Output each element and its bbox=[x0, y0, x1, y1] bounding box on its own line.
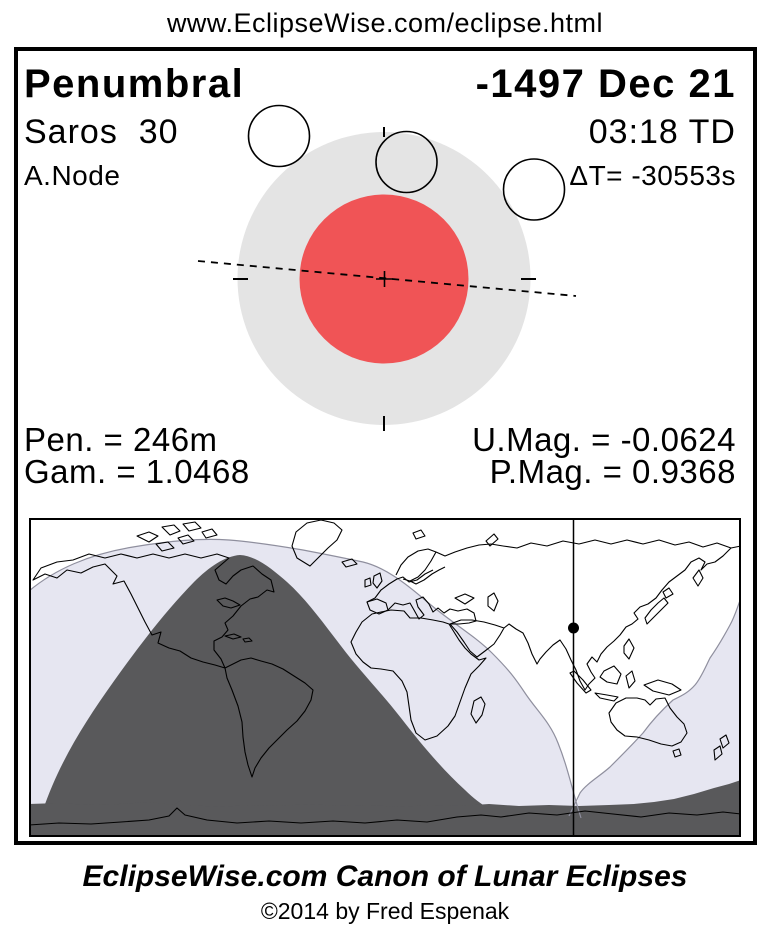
moon-contact4-circle bbox=[502, 158, 566, 221]
map-night-strip bbox=[29, 780, 741, 837]
cardinal-ticks bbox=[233, 127, 536, 431]
moon-greatest-circle bbox=[375, 130, 438, 194]
eclipse-type-label: Penumbral bbox=[24, 62, 245, 106]
stat-umbral-magnitude: U.Mag. = -0.0624 bbox=[472, 421, 736, 458]
stat-penumbral-magnitude: P.Mag. = 0.9368 bbox=[489, 453, 736, 490]
map-partial-region-east bbox=[576, 598, 741, 837]
saros-label: Saros 30 bbox=[24, 113, 179, 151]
map-border bbox=[29, 518, 741, 837]
moon-positions bbox=[247, 104, 566, 221]
shadow-center-cross bbox=[376, 271, 393, 287]
eclipse-diagram bbox=[197, 104, 577, 431]
coastlines bbox=[29, 519, 741, 826]
node-label: A.Node bbox=[24, 160, 121, 191]
moon-contact1-circle bbox=[247, 104, 311, 168]
stat-penumbral-duration: Pen. = 246m bbox=[24, 421, 218, 458]
visibility-map bbox=[29, 518, 741, 837]
footer-copyright: ©2014 by Fred Espenak bbox=[260, 898, 510, 924]
ecliptic-dashed-line bbox=[197, 260, 577, 297]
map-night-dome bbox=[43, 555, 491, 837]
date-label: -1497 Dec 21 bbox=[475, 62, 736, 106]
zenith-point bbox=[568, 622, 579, 634]
delta-t-label: ΔT= -30553s bbox=[569, 160, 736, 191]
footer-title: EclipseWise.com Canon of Lunar Eclipses bbox=[82, 860, 688, 893]
stat-gamma: Gam. = 1.0468 bbox=[24, 453, 250, 490]
page-url-text: www.EclipseWise.com/eclipse.html bbox=[166, 8, 604, 38]
time-label: 03:18 TD bbox=[588, 113, 736, 151]
